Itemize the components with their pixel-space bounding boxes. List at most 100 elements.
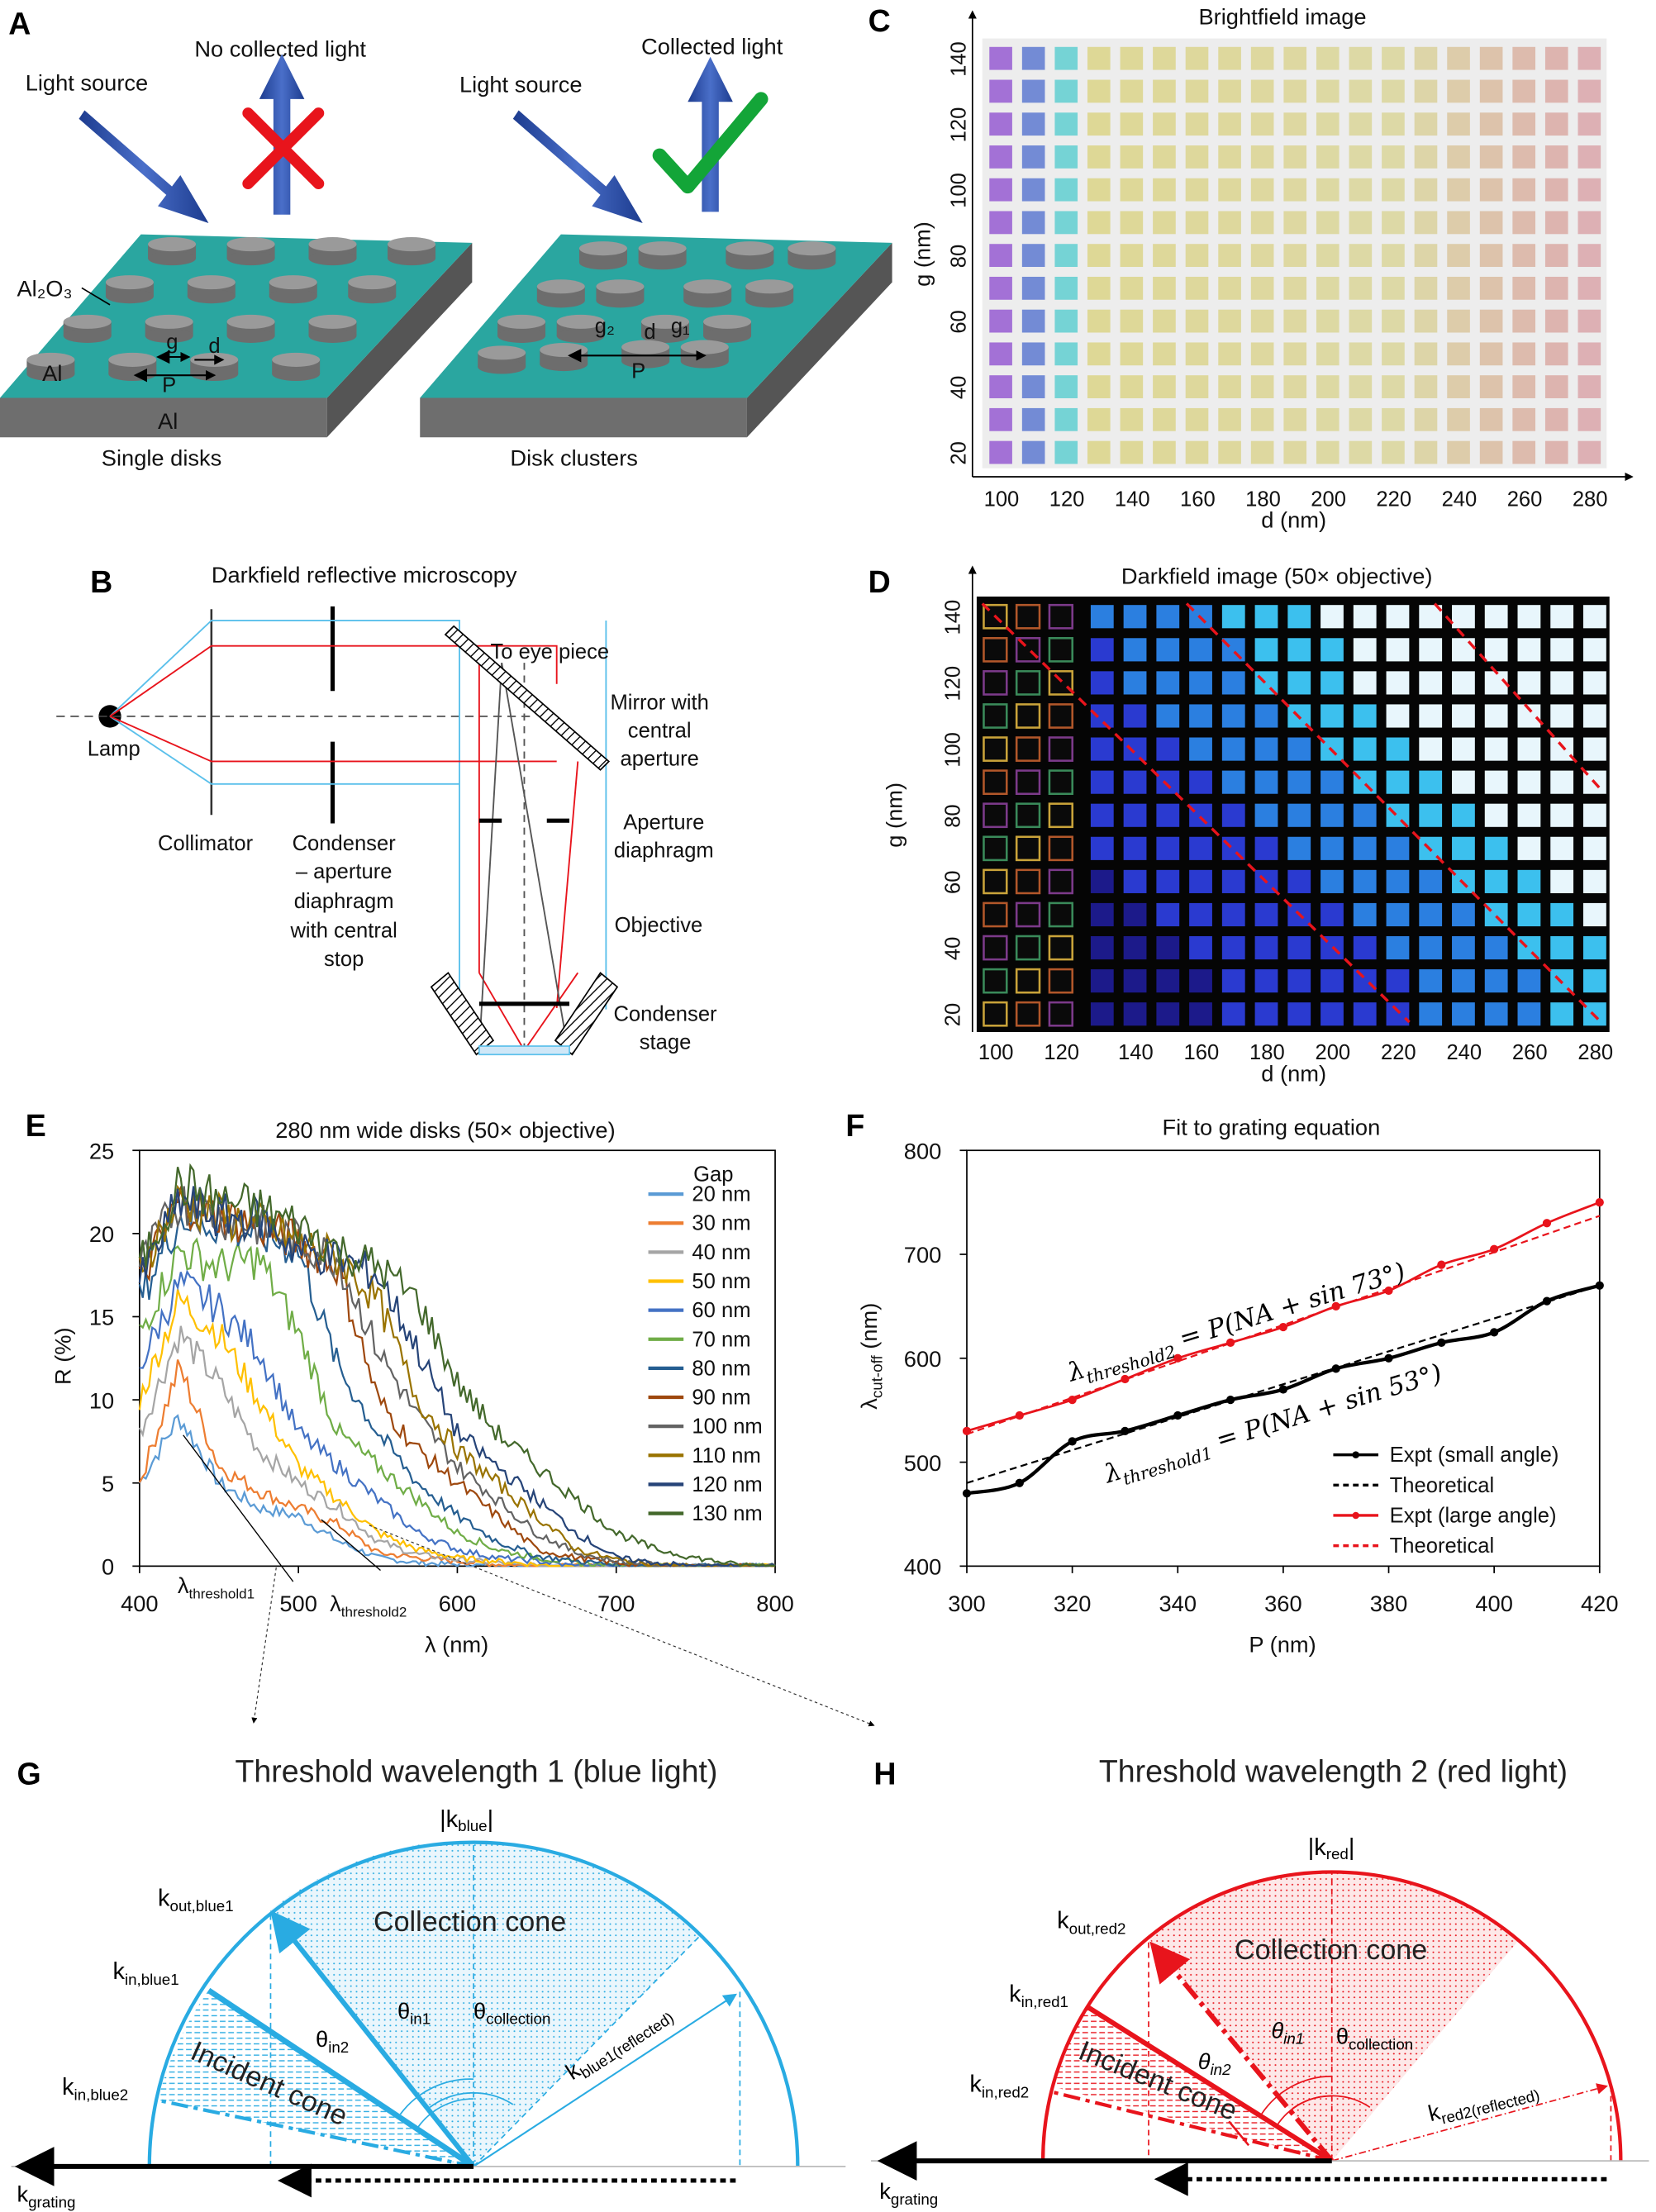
legend-label: 80 nm xyxy=(692,1357,750,1380)
grid-cell xyxy=(1414,244,1438,268)
grid-cell xyxy=(1123,737,1147,761)
grid-cell xyxy=(1015,868,1041,895)
disk xyxy=(556,314,605,329)
disk-bottom xyxy=(703,328,752,343)
grid-cell xyxy=(1153,276,1176,300)
grid-cell xyxy=(1382,342,1405,366)
k-in-blue2-label: kin,blue2 xyxy=(62,2074,128,2104)
grid-cell xyxy=(1120,276,1144,300)
legend-label: 90 nm xyxy=(692,1387,750,1410)
disk xyxy=(105,275,154,290)
grid-cell xyxy=(1447,178,1470,202)
grid-cell xyxy=(1090,605,1114,629)
grid-cell xyxy=(1123,836,1147,860)
grid-cell xyxy=(1577,211,1601,235)
grid-cell xyxy=(1048,670,1074,696)
grid-cell xyxy=(1577,276,1601,300)
grid-cell xyxy=(989,46,1012,70)
grid-cell xyxy=(1185,244,1209,268)
grid-cell xyxy=(1386,969,1410,993)
grid-cell xyxy=(1419,671,1443,695)
grid-cell xyxy=(1185,276,1209,300)
lamp-label: Lamp xyxy=(88,738,140,761)
grid-cell xyxy=(1021,342,1045,366)
x-tick-label: 260 xyxy=(1507,488,1543,511)
check-icon xyxy=(652,92,769,194)
grid-cell xyxy=(1452,770,1475,794)
grid-cell xyxy=(1479,211,1503,235)
data-point xyxy=(1595,1281,1604,1290)
grid-cell xyxy=(1156,770,1180,794)
svg-text:diaphragm: diaphragm xyxy=(614,839,714,862)
period-p-label-2: P xyxy=(631,360,645,383)
x-tick-label: 800 xyxy=(756,1591,794,1616)
k-in-red1-label: kin,red1 xyxy=(1009,1981,1068,2010)
grid-cell xyxy=(1021,145,1045,169)
panel-label-c: C xyxy=(868,3,891,38)
grid-cell xyxy=(1447,46,1470,70)
grid-cell xyxy=(1544,440,1568,464)
grid-cell xyxy=(1321,969,1344,993)
k-blue1-reflected-arrow xyxy=(473,1993,737,2167)
grid-cell xyxy=(1382,375,1405,398)
al2o3-label: Al₂O₃ xyxy=(17,276,72,302)
grid-cell xyxy=(1386,704,1410,728)
legend-label: 100 nm xyxy=(692,1415,762,1439)
grid-cell xyxy=(1512,244,1536,268)
grid-cell xyxy=(1550,638,1574,662)
grid-cell xyxy=(1250,211,1274,235)
grid-cell xyxy=(989,309,1012,333)
grid-cell xyxy=(983,901,1008,928)
grid-cell xyxy=(1221,869,1245,893)
series-line-20-nm xyxy=(138,1414,776,1567)
disk-bottom xyxy=(478,359,526,374)
grid-cell xyxy=(983,769,1008,796)
grid-cell xyxy=(1452,803,1475,827)
grid-cell xyxy=(1087,112,1111,136)
grid-cell xyxy=(1250,112,1274,136)
k-blue-semicircle xyxy=(147,1840,800,2167)
grid-cell xyxy=(1550,704,1574,728)
grid-cell xyxy=(1287,737,1311,761)
grid-cell xyxy=(1316,178,1340,202)
y-tick-label: 700 xyxy=(904,1242,942,1268)
grid-cell xyxy=(1349,342,1373,366)
grid-cell xyxy=(1254,1002,1278,1026)
grid-cell xyxy=(1120,440,1144,464)
grid-cell xyxy=(1414,178,1438,202)
k-grating-label-h: kgrating xyxy=(879,2178,938,2208)
gap-g2-label: g₂ xyxy=(595,315,615,338)
grid-cell xyxy=(1287,969,1311,993)
grid-cell xyxy=(1512,342,1536,366)
grid-cell xyxy=(1577,375,1601,398)
y-tick-label: 25 xyxy=(89,1138,114,1163)
grid-cell xyxy=(1048,703,1074,729)
grid-cell xyxy=(1120,46,1144,70)
panel-g: G Threshold wavelength 1 (blue light) |k… xyxy=(11,1753,846,2210)
svg-text:stop: stop xyxy=(324,948,364,971)
grid-cell xyxy=(1254,737,1278,761)
series-line-3 xyxy=(966,1215,1601,1435)
grid-cell xyxy=(1153,375,1176,398)
diameter-d-label-2: d xyxy=(644,321,655,344)
series-line-70-nm xyxy=(139,1237,776,1567)
grid-cell xyxy=(1221,605,1245,629)
grid-cell xyxy=(983,868,1008,895)
grid-cell xyxy=(1287,638,1311,662)
grid-cell xyxy=(1090,969,1114,993)
grid-cell xyxy=(1577,244,1601,268)
mirror-label: Mirror with central aperture xyxy=(611,691,709,770)
collected-light-arrow xyxy=(688,56,733,212)
grid-cell xyxy=(1048,935,1074,961)
light-source-label-right: Light source xyxy=(459,71,583,97)
grid-cell xyxy=(1517,737,1541,761)
grid-cell xyxy=(1015,935,1041,961)
grid-cell xyxy=(1386,836,1410,860)
grid-cell xyxy=(1479,342,1503,366)
grid-cell xyxy=(1090,704,1114,728)
disk-bottom xyxy=(190,366,239,382)
y-tick-label: 60 xyxy=(947,310,970,333)
grid-cell xyxy=(1283,211,1307,235)
grid-cell xyxy=(1414,440,1438,464)
grid-cell xyxy=(1015,835,1041,862)
